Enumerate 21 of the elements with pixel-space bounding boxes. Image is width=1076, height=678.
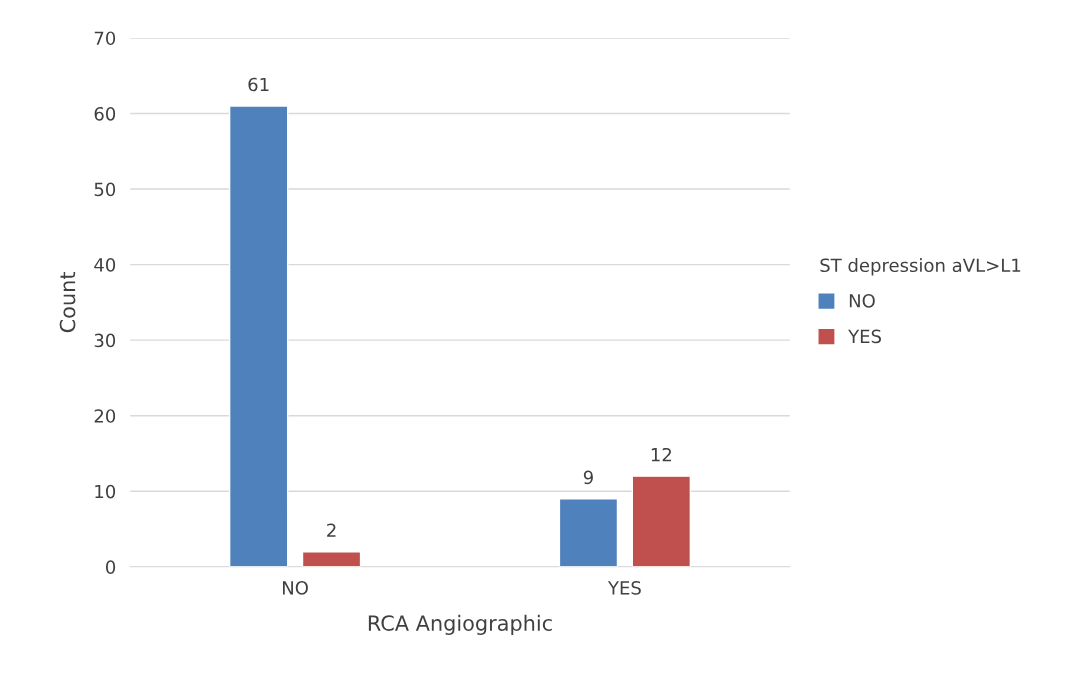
data-label: 9 (583, 470, 593, 485)
data-label: 12 (651, 447, 672, 462)
y-tick-label: 50 (94, 182, 116, 197)
data-label: 61 (248, 77, 269, 92)
legend-label: YES (848, 329, 882, 344)
y-axis-title: Count (59, 271, 76, 333)
legend-label: NO (849, 293, 875, 308)
data-label: 2 (327, 523, 336, 537)
legend-title: ST depression aVL>L1 (820, 258, 1021, 276)
y-tick-label: 0 (106, 560, 116, 574)
y-tick-label: 40 (94, 258, 116, 272)
y-tick-label: 70 (94, 31, 116, 46)
y-tick-label: 60 (94, 106, 116, 121)
y-tick-label: 20 (94, 409, 116, 423)
y-tick-label: 30 (94, 333, 116, 348)
bar (631, 475, 692, 567)
y-tick-label: 10 (95, 484, 116, 499)
bar (558, 498, 619, 567)
x-axis-title: RCA Angiographic (368, 614, 552, 635)
bar (301, 551, 362, 567)
bar (228, 105, 289, 567)
